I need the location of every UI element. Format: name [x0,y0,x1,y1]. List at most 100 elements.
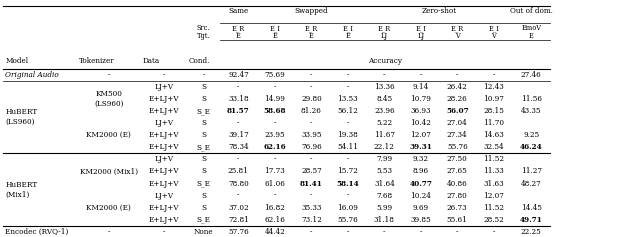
Text: 5.53: 5.53 [376,168,392,175]
Text: 27.50: 27.50 [447,155,468,163]
Text: -: - [274,192,276,200]
Text: 39.17: 39.17 [228,131,249,139]
Text: S: S [201,95,206,103]
Text: -: - [456,71,458,79]
Text: 5.99: 5.99 [376,204,392,212]
Text: 54.11: 54.11 [337,143,358,151]
Text: 40.77: 40.77 [410,180,432,187]
Text: 48.27: 48.27 [521,180,541,187]
Text: -: - [493,71,495,79]
Text: -: - [456,228,458,236]
Text: -: - [347,228,349,236]
Text: S: S [201,192,206,200]
Text: -: - [420,71,422,79]
Text: Zero-shot: Zero-shot [422,7,456,15]
Text: 58.68: 58.68 [264,107,286,115]
Text: -: - [310,119,312,127]
Text: S: S [201,155,206,163]
Text: 28.15: 28.15 [483,107,504,115]
Text: 19.38: 19.38 [337,131,358,139]
Text: 10.79: 10.79 [410,95,431,103]
Text: Accuracy: Accuracy [368,57,403,65]
Text: 31.64: 31.64 [374,180,395,187]
Text: 10.24: 10.24 [410,192,431,200]
Text: -: - [310,192,312,200]
Text: V: V [455,32,460,40]
Text: 39.85: 39.85 [410,216,431,224]
Text: -: - [310,83,312,91]
Text: 27.46: 27.46 [521,71,541,79]
Text: 29.80: 29.80 [301,95,322,103]
Text: KM500
(LS960): KM500 (LS960) [94,90,124,108]
Text: E: E [346,32,350,40]
Text: 33.95: 33.95 [301,131,322,139]
Text: 8.45: 8.45 [376,95,392,103]
Text: 11.52: 11.52 [483,204,504,212]
Text: -: - [310,228,312,236]
Text: -: - [347,155,349,163]
Text: 11.27: 11.27 [521,168,541,175]
Text: 11.70: 11.70 [483,119,504,127]
Text: S: S [201,83,206,91]
Text: KM2000 (E): KM2000 (E) [86,204,131,212]
Text: -: - [310,155,312,163]
Text: KM2000 (E): KM2000 (E) [86,131,131,139]
Text: 73.12: 73.12 [301,216,322,224]
Text: 10.42: 10.42 [410,119,431,127]
Text: 5.22: 5.22 [376,119,392,127]
Text: -: - [108,228,110,236]
Text: 14.99: 14.99 [264,95,285,103]
Text: E_I: E_I [415,24,426,32]
Text: 55.76: 55.76 [447,143,468,151]
Text: 11.67: 11.67 [374,131,395,139]
Text: 9.25: 9.25 [523,131,540,139]
Text: 27.80: 27.80 [447,192,468,200]
Text: S_E: S_E [196,180,211,187]
Text: 17.73: 17.73 [264,168,285,175]
Text: -: - [383,71,385,79]
Text: 26.73: 26.73 [447,204,468,212]
Text: 62.16: 62.16 [264,143,286,151]
Text: 46.24: 46.24 [520,143,543,151]
Text: E+LJ+V: E+LJ+V [148,204,179,212]
Text: 15.72: 15.72 [337,168,358,175]
Text: 27.04: 27.04 [447,119,468,127]
Text: 13.53: 13.53 [337,95,358,103]
Text: KM2000 (Mix1): KM2000 (Mix1) [80,168,138,175]
Text: 31.18: 31.18 [374,216,395,224]
Text: 78.34: 78.34 [228,143,249,151]
Text: 28.52: 28.52 [483,216,504,224]
Text: 12.07: 12.07 [410,131,431,139]
Text: -: - [420,228,422,236]
Text: E: E [309,32,314,40]
Text: 81.57: 81.57 [227,107,250,115]
Text: 31.63: 31.63 [483,180,504,187]
Text: 11.56: 11.56 [521,95,541,103]
Text: -: - [493,228,495,236]
Text: -: - [347,192,349,200]
Text: -: - [310,71,312,79]
Text: 81.41: 81.41 [300,180,323,187]
Text: LJ: LJ [381,32,388,40]
Text: 16.09: 16.09 [337,204,358,212]
Text: 28.57: 28.57 [301,168,322,175]
Text: 92.47: 92.47 [228,71,249,79]
Text: 78.80: 78.80 [228,180,249,187]
Text: Same: Same [228,7,248,15]
Text: -: - [163,71,165,79]
Text: E: E [236,32,241,40]
Text: 12.07: 12.07 [483,192,504,200]
Text: S_E: S_E [196,216,211,224]
Text: 40.86: 40.86 [447,180,468,187]
Text: 26.42: 26.42 [447,83,468,91]
Text: 49.71: 49.71 [520,216,543,224]
Text: 16.82: 16.82 [264,204,285,212]
Text: 57.76: 57.76 [228,228,249,236]
Text: -: - [163,228,165,236]
Text: Out of dom.: Out of dom. [510,7,552,15]
Text: 62.16: 62.16 [264,216,285,224]
Text: 9.32: 9.32 [413,155,429,163]
Text: -: - [237,119,239,127]
Text: 28.26: 28.26 [447,95,468,103]
Text: -: - [383,228,385,236]
